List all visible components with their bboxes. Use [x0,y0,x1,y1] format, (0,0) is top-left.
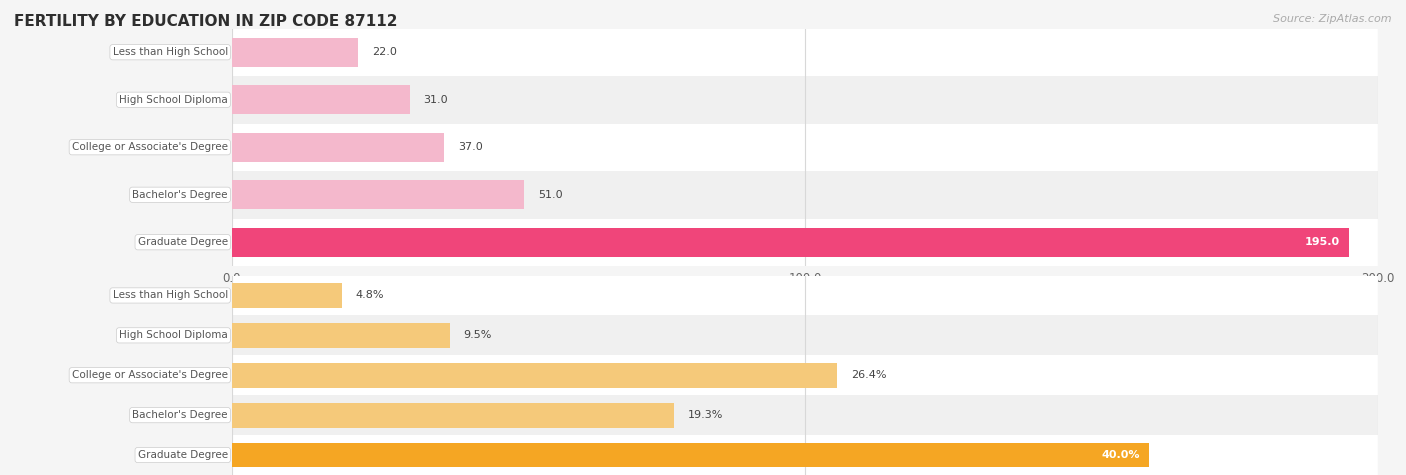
Text: Source: ZipAtlas.com: Source: ZipAtlas.com [1274,14,1392,24]
Text: 51.0: 51.0 [538,190,562,200]
Bar [232,228,1350,257]
Text: College or Associate's Degree: College or Associate's Degree [72,370,228,380]
Text: 4.8%: 4.8% [356,290,384,301]
Bar [232,124,1378,171]
Bar [232,218,1378,266]
Text: High School Diploma: High School Diploma [120,330,228,341]
Text: 37.0: 37.0 [458,142,482,152]
Bar [232,85,409,114]
Bar [232,435,1378,475]
Bar [232,443,1149,467]
Bar [232,395,1378,435]
Bar [232,171,1378,218]
Text: 9.5%: 9.5% [464,330,492,341]
Bar [232,76,1378,124]
Text: Less than High School: Less than High School [112,47,228,57]
Bar [232,323,450,348]
Text: Bachelor's Degree: Bachelor's Degree [132,190,228,200]
Text: Less than High School: Less than High School [112,290,228,301]
Text: 40.0%: 40.0% [1101,450,1139,460]
Bar [232,403,675,428]
Text: Graduate Degree: Graduate Degree [138,450,228,460]
Bar [232,28,1378,76]
Text: Graduate Degree: Graduate Degree [138,237,228,247]
Text: 22.0: 22.0 [371,47,396,57]
Text: 195.0: 195.0 [1305,237,1340,247]
Bar [232,315,1378,355]
Text: 19.3%: 19.3% [688,410,724,420]
Text: Bachelor's Degree: Bachelor's Degree [132,410,228,420]
Bar [232,363,837,388]
Bar [232,180,524,209]
Text: 26.4%: 26.4% [851,370,886,380]
Text: High School Diploma: High School Diploma [120,95,228,105]
Bar [232,276,1378,315]
Bar [232,283,342,308]
Bar [232,355,1378,395]
Text: 31.0: 31.0 [423,95,449,105]
Text: FERTILITY BY EDUCATION IN ZIP CODE 87112: FERTILITY BY EDUCATION IN ZIP CODE 87112 [14,14,398,29]
Text: College or Associate's Degree: College or Associate's Degree [72,142,228,152]
Bar [232,133,444,162]
Bar [232,38,359,67]
